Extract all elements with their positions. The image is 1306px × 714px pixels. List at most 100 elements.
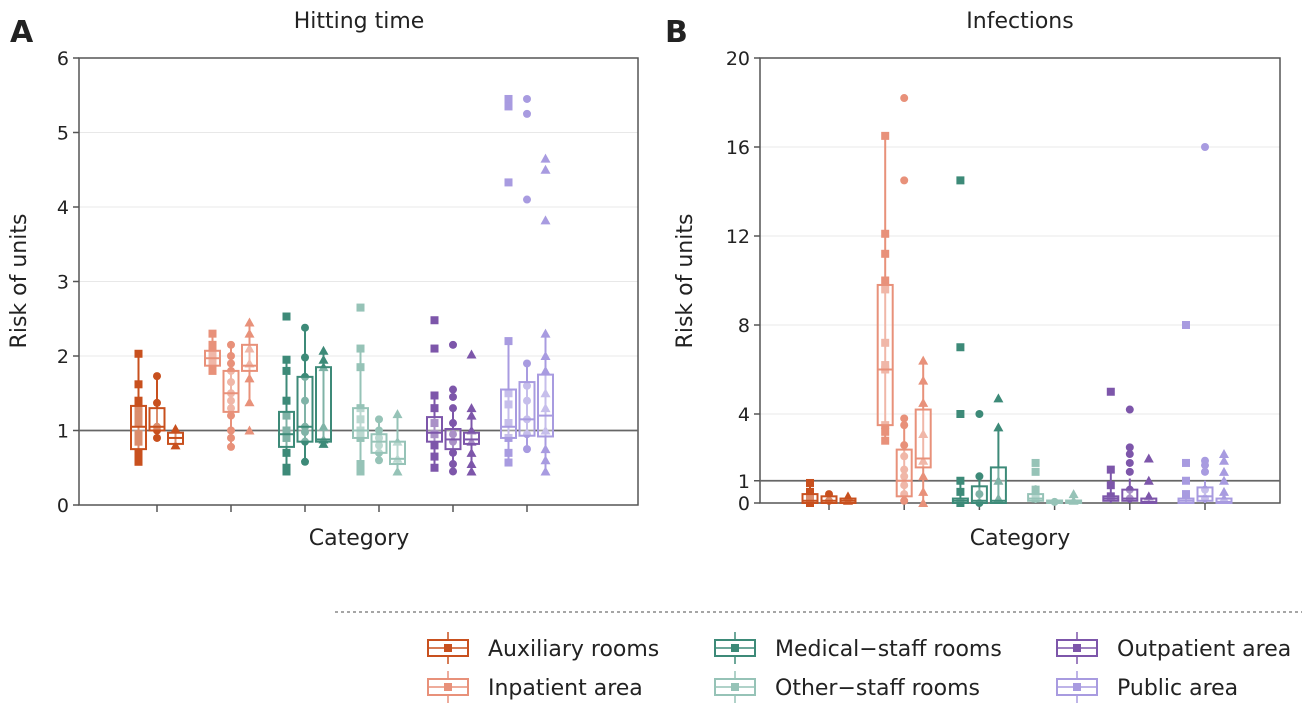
data-point: [356, 460, 365, 469]
y-tick-label: 0: [57, 495, 69, 517]
box: [1140, 497, 1158, 504]
data-point: [1182, 476, 1190, 485]
legend-marker-icon: [731, 644, 739, 652]
data-point: [540, 466, 551, 476]
data-point: [282, 467, 291, 476]
data-point: [134, 430, 143, 439]
data-point: [523, 445, 531, 454]
data-point: [466, 410, 477, 420]
box-circle: [148, 372, 166, 442]
data-point: [449, 340, 457, 349]
data-point: [134, 396, 143, 405]
box: [876, 283, 894, 427]
data-point: [1031, 458, 1040, 467]
data-point: [1219, 455, 1229, 465]
data-point: [900, 441, 909, 450]
data-point: [153, 433, 161, 442]
box: [820, 495, 838, 505]
legend-item: Inpatient area: [427, 671, 643, 703]
data-point: [134, 448, 143, 457]
legend-label: Public area: [1117, 676, 1238, 701]
data-point: [881, 361, 890, 370]
data-point: [282, 366, 291, 375]
data-point: [466, 466, 477, 476]
panel-letter-a: A: [10, 15, 34, 50]
legend-label: Other−staff rooms: [775, 676, 980, 701]
data-point: [208, 340, 217, 349]
box-triangle: [1140, 453, 1158, 504]
data-point: [993, 422, 1004, 432]
y-tick-label: 1: [57, 421, 69, 443]
data-point: [523, 381, 531, 390]
data-point: [540, 425, 551, 435]
box: [1121, 488, 1139, 502]
data-point: [430, 430, 439, 439]
data-point: [1031, 485, 1040, 494]
box: [352, 407, 369, 439]
panel-a-xlabel: Category: [309, 526, 410, 551]
box-triangle: [1215, 449, 1233, 504]
box: [426, 416, 443, 443]
data-point: [956, 487, 965, 496]
box-triangle: [315, 345, 332, 448]
box: [463, 431, 480, 445]
data-point: [430, 452, 439, 461]
data-point: [900, 421, 909, 430]
legend-marker-icon: [1073, 644, 1081, 652]
data-point: [449, 419, 457, 428]
data-point: [244, 425, 255, 435]
data-point: [504, 400, 513, 409]
data-point: [170, 424, 181, 434]
data-point: [900, 414, 909, 423]
data-point: [504, 102, 513, 111]
box: [1215, 497, 1233, 504]
box-triangle: [839, 491, 857, 505]
data-point: [523, 109, 531, 118]
data-point: [375, 433, 383, 442]
data-point: [1182, 321, 1190, 329]
data-point: [466, 349, 477, 359]
data-point: [466, 447, 477, 457]
box-circle: [518, 94, 536, 454]
data-point: [227, 411, 235, 420]
data-point: [1201, 143, 1209, 151]
data-point: [318, 438, 329, 448]
data-point: [806, 487, 814, 496]
data-point: [375, 415, 383, 424]
data-point: [449, 385, 457, 394]
data-point: [1125, 467, 1134, 476]
data-point: [430, 441, 439, 450]
data-point: [466, 459, 477, 469]
data-point: [1106, 465, 1115, 474]
data-point: [430, 344, 439, 353]
legend: Auxiliary rooms Inpatient area Medical−sta…: [427, 632, 1291, 703]
data-point: [392, 466, 403, 476]
box-square: [426, 316, 443, 472]
data-point: [134, 437, 143, 446]
data-point: [504, 178, 513, 187]
data-point: [918, 471, 929, 481]
data-point: [504, 94, 513, 103]
data-point: [540, 388, 551, 398]
data-point: [134, 457, 143, 466]
data-point: [881, 427, 890, 436]
box-triangle: [537, 153, 554, 476]
data-point: [430, 404, 439, 413]
data-point: [356, 415, 365, 424]
legend-item: Outpatient area: [1056, 632, 1291, 664]
data-point: [449, 392, 457, 401]
data-point: [208, 329, 217, 338]
box: [537, 373, 554, 438]
data-point: [1201, 467, 1209, 476]
data-point: [975, 410, 984, 418]
y-tick-label: 20: [726, 48, 750, 70]
data-point: [504, 389, 513, 398]
data-point: [1219, 449, 1229, 459]
box-circle: [296, 323, 314, 466]
data-point: [318, 421, 329, 431]
box-triangle: [914, 355, 932, 507]
data-point: [1106, 481, 1115, 490]
data-point: [881, 249, 890, 258]
data-point: [153, 398, 161, 407]
data-point: [301, 353, 309, 362]
